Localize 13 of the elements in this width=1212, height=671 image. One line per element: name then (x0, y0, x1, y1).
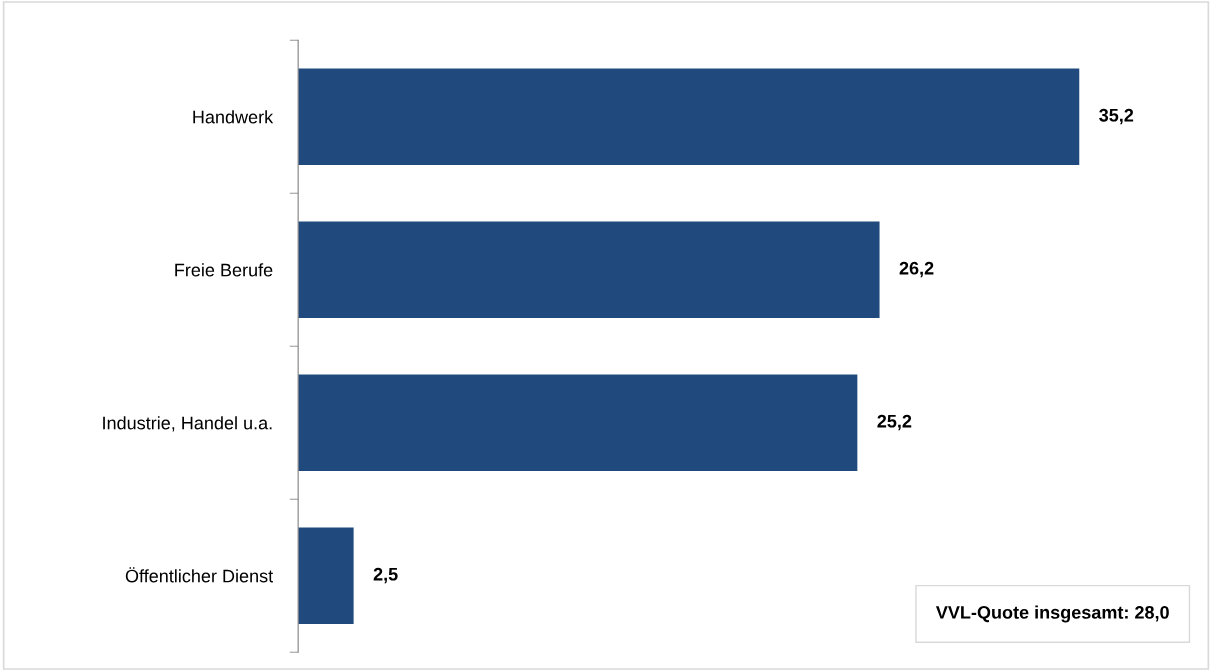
data-label: 2,5 (373, 567, 398, 584)
bar (298, 68, 1080, 165)
bar (298, 527, 354, 624)
data-label: 35,2 (1099, 108, 1134, 125)
bar (298, 221, 880, 318)
y-tick-label: Öffentlicher Dienst (125, 567, 274, 583)
data-label: 25,2 (877, 414, 912, 431)
y-tick-label: Freie Berufe (175, 263, 273, 277)
y-tick-label: Handwerk (193, 110, 274, 124)
annotation: VVL-Quote insgesamt: 28,0 (935, 605, 1169, 623)
y-tick-label: Industrie, Handel u.a. (103, 416, 272, 432)
data-label: 26,2 (899, 261, 934, 278)
bar (298, 374, 858, 471)
